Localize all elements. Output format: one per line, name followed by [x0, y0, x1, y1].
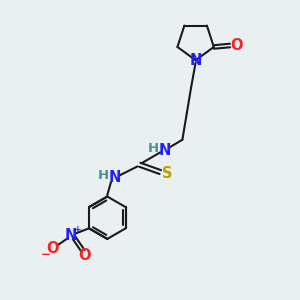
Text: N: N	[64, 228, 77, 243]
Text: H: H	[98, 169, 109, 182]
Text: N: N	[158, 142, 171, 158]
Text: +: +	[74, 225, 82, 234]
Text: −: −	[41, 248, 51, 261]
Text: O: O	[78, 248, 91, 263]
Text: H: H	[148, 142, 159, 155]
Text: O: O	[46, 241, 59, 256]
Text: O: O	[230, 38, 243, 53]
Text: N: N	[190, 53, 202, 68]
Text: S: S	[161, 166, 172, 181]
Text: N: N	[109, 170, 121, 185]
